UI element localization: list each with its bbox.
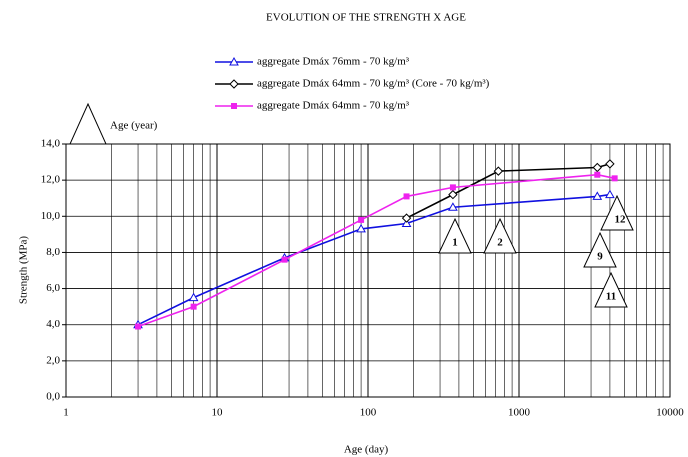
annotation-triangle [438,217,472,254]
y-tick-label: 2,0 [46,354,60,366]
y-tick-label: 10,0 [41,210,61,222]
y-tick-label: 14,0 [41,138,61,150]
annotation-label: 11 [606,291,616,303]
annotation-label: 9 [597,251,603,263]
marker [229,56,239,66]
x-tick-label: 1 [63,407,69,419]
marker [188,292,199,302]
annotation-triangle [600,194,634,231]
y-tick-label: 0,0 [46,391,60,403]
x-axis-label: Age (day) [344,444,389,456]
x-tick-label: 1000 [508,407,531,419]
y-axis-label: Strength (MPa) [18,236,30,304]
marker [448,202,458,211]
x-tick-label: 10000 [656,407,684,419]
y-tick-label: 8,0 [46,246,60,258]
annotation-triangle [594,271,628,308]
x-tick-label: 100 [360,407,377,419]
y-tick-label: 12,0 [41,174,61,186]
marker [135,323,142,330]
annotation-label: Age (year) [110,120,158,132]
marker [403,193,410,200]
annotation-triangle [69,102,107,145]
marker [449,184,456,191]
legend-label: aggregate Dmáx 64mm - 70 kg/m³ [257,100,410,112]
marker [592,162,603,173]
series-line [137,173,615,328]
marker [356,223,366,233]
marker [611,175,618,182]
marker [605,189,615,199]
annotation-label: 12 [615,214,627,226]
marker [190,303,197,310]
marker [592,191,603,200]
marker [605,159,615,169]
marker [401,213,412,223]
legend-label: aggregate Dmáx 64mm - 70 kg/m³ (Core - 7… [257,78,490,90]
plot-frame [65,143,671,398]
marker [448,189,458,200]
annotation-label: 1 [452,237,458,249]
annotation-label: 2 [497,237,503,249]
chart-title: EVOLUTION OF THE STRENGTH X AGE [266,12,466,24]
annotation-triangle [483,217,517,254]
legend-label: aggregate Dmáx 76mm - 70 kg/m³ [257,56,410,68]
marker [358,216,365,223]
annotation-triangle [583,231,617,268]
y-tick-label: 4,0 [46,318,60,330]
y-tick-label: 6,0 [46,282,60,294]
marker [229,79,239,89]
marker [493,166,504,176]
x-tick-label: 10 [212,407,224,419]
marker [401,218,412,228]
marker [281,256,288,263]
marker [231,103,237,109]
marker [594,171,601,178]
series-line [137,193,611,326]
